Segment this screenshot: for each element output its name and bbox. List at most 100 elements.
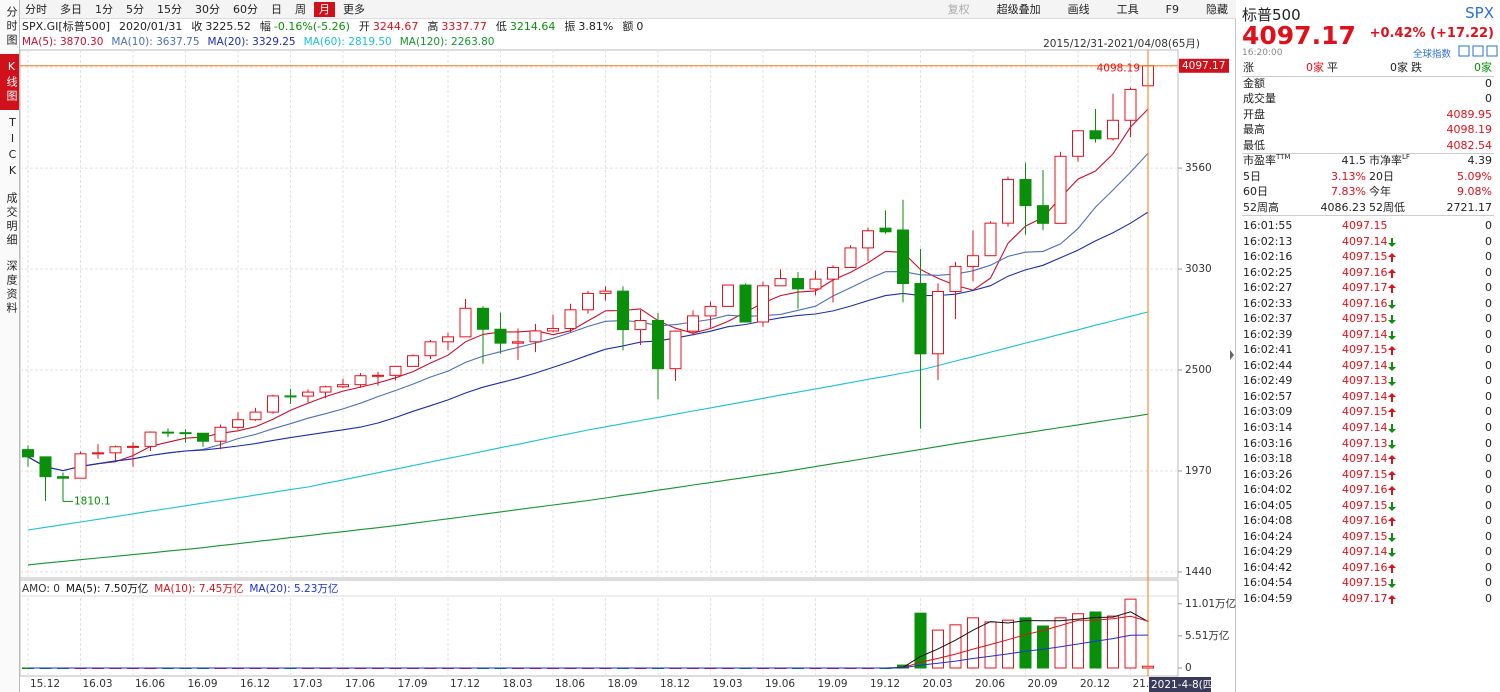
tool-button[interactable]: 超级叠加 xyxy=(996,2,1041,16)
candle-body xyxy=(477,307,489,330)
period-tab[interactable]: 1分 xyxy=(95,2,113,16)
quote-name: 标普500 xyxy=(1242,6,1301,24)
ma-line xyxy=(27,108,1149,472)
tick-price: 4097.15 xyxy=(1342,312,1388,326)
period-tab[interactable]: 多日 xyxy=(60,2,82,16)
tick-volume: 0 xyxy=(1485,265,1492,279)
tick-time: 16:04:24 xyxy=(1243,529,1293,543)
tick-time: 16:02:44 xyxy=(1243,358,1293,372)
info-value: 3214.64 xyxy=(509,20,556,33)
info-item: 振 3.81% xyxy=(564,18,613,34)
tick-volume: 0 xyxy=(1485,421,1492,435)
candle-body xyxy=(127,445,139,448)
tick-row: 16:03:14 4097.14 0 xyxy=(1242,420,1494,436)
tick-volume: 0 xyxy=(1485,436,1492,450)
x-tick-label: 20.09 xyxy=(1028,678,1058,690)
tick-time: 16:02:39 xyxy=(1243,327,1293,341)
info-value: -0.16%(-5.26) xyxy=(273,20,350,33)
y-tick-label: 5.51万亿 xyxy=(1185,629,1229,642)
period-tab[interactable]: 5分 xyxy=(126,2,144,16)
stat-value: 5.09% xyxy=(1457,169,1492,183)
icon[interactable] xyxy=(1458,45,1470,57)
stat-value: 4089.95 xyxy=(1446,107,1493,121)
tick-price: 4097.16 xyxy=(1342,265,1388,279)
period-tab[interactable]: 日 xyxy=(271,2,282,16)
quote-time: 16:20:00 xyxy=(1242,48,1283,58)
tick-price: 4097.16 xyxy=(1342,514,1388,528)
side-tab[interactable]: 深度资料 xyxy=(5,260,18,316)
period-tab[interactable]: 15分 xyxy=(157,2,182,16)
candle-body xyxy=(459,307,472,338)
tick-volume: 0 xyxy=(1485,529,1492,543)
candle-body xyxy=(827,267,839,280)
quote-code: SPX xyxy=(1465,4,1494,22)
stat-label-text: 跌 xyxy=(1411,61,1422,74)
tick-row: 16:02:27 4097.17 0 xyxy=(1242,280,1494,296)
volume-ma-line xyxy=(28,615,1149,669)
period-tab[interactable]: 周 xyxy=(295,2,306,16)
candle-body xyxy=(809,278,822,290)
tick-arrow xyxy=(1388,268,1396,278)
info-item: 幅 -0.16%(-5.26) xyxy=(260,18,350,34)
tick-time: 16:04:42 xyxy=(1243,560,1293,574)
icon[interactable] xyxy=(1486,45,1498,57)
arrow xyxy=(1388,392,1396,402)
x-tick-label: 18.09 xyxy=(608,678,638,690)
tool-button[interactable]: 工具 xyxy=(1116,2,1139,16)
info-label: 振 xyxy=(564,20,576,33)
side-tab[interactable]: 成交明细 xyxy=(5,192,18,248)
candle-body xyxy=(39,456,52,478)
candle-body xyxy=(1072,130,1084,157)
tick-price: 4097.14 xyxy=(1342,358,1388,372)
info-label: 开 xyxy=(358,20,370,33)
tool-button[interactable]: 画线 xyxy=(1067,2,1090,16)
candle-body xyxy=(914,283,927,355)
tick-time: 16:01:55 xyxy=(1243,219,1293,232)
tick-arrow xyxy=(1388,299,1396,309)
stat-label-text: 52周高 xyxy=(1243,200,1279,214)
tools: 复权 超级叠加 画线 工具 F9 隐藏 xyxy=(929,2,1236,17)
stat-value: 0 xyxy=(1485,76,1492,90)
side-tab[interactable]: 分时图 xyxy=(5,6,18,48)
tick-row: 16:04:29 4097.14 0 xyxy=(1242,544,1494,560)
tool-button[interactable]: F9 xyxy=(1165,2,1179,16)
period-tab[interactable]: 分时 xyxy=(25,2,47,16)
candle-body xyxy=(547,327,559,332)
stat-label: 成交量 xyxy=(1243,91,1276,107)
period-tab[interactable]: 月 xyxy=(314,1,335,17)
x-tick-label: 17.03 xyxy=(293,678,323,690)
tool-button[interactable]: 隐藏 xyxy=(1206,2,1228,16)
arrow xyxy=(1388,439,1396,449)
info-value: 3244.67 xyxy=(372,20,419,33)
tick-volume: 0 xyxy=(1485,327,1492,341)
volume-ma-legend: MA(10): 7.45万亿 xyxy=(154,582,243,595)
period-tab[interactable]: 60分 xyxy=(233,2,258,16)
tick-arrow xyxy=(1388,594,1396,604)
tick-time: 16:03:18 xyxy=(1243,452,1293,466)
tick-price: 4097.15 xyxy=(1342,343,1388,357)
arrow xyxy=(1388,532,1396,542)
candle-body xyxy=(442,336,454,343)
side-tab[interactable]: TICK xyxy=(6,116,19,180)
tick-row: 16:04:24 4097.15 0 xyxy=(1242,529,1494,545)
candle-body xyxy=(109,446,122,454)
arrow xyxy=(1388,330,1396,340)
icon[interactable] xyxy=(1472,45,1484,57)
side-tab[interactable]: K线图 xyxy=(0,54,19,110)
index-link[interactable]: 全球指数 xyxy=(1413,49,1452,60)
tick-row: 16:02:57 4097.14 0 xyxy=(1242,389,1494,405)
tick-time: 16:02:49 xyxy=(1243,374,1293,388)
ma-line xyxy=(27,211,1149,472)
stat-label: 60日 xyxy=(1243,184,1268,200)
tick-price: 4097.16 xyxy=(1342,560,1388,574)
period-tab[interactable]: 更多 xyxy=(343,2,365,16)
tick-volume: 0 xyxy=(1485,514,1492,528)
tick-time: 16:03:26 xyxy=(1243,467,1293,481)
volume-bar xyxy=(1037,625,1049,669)
info-value: 3337.77 xyxy=(441,20,487,33)
tick-arrow xyxy=(1388,455,1396,465)
x-tick-label: 19.03 xyxy=(713,678,743,690)
period-tab[interactable]: 30分 xyxy=(195,2,220,16)
tool-button[interactable]: 复权 xyxy=(947,2,970,16)
candle-body xyxy=(599,290,612,294)
